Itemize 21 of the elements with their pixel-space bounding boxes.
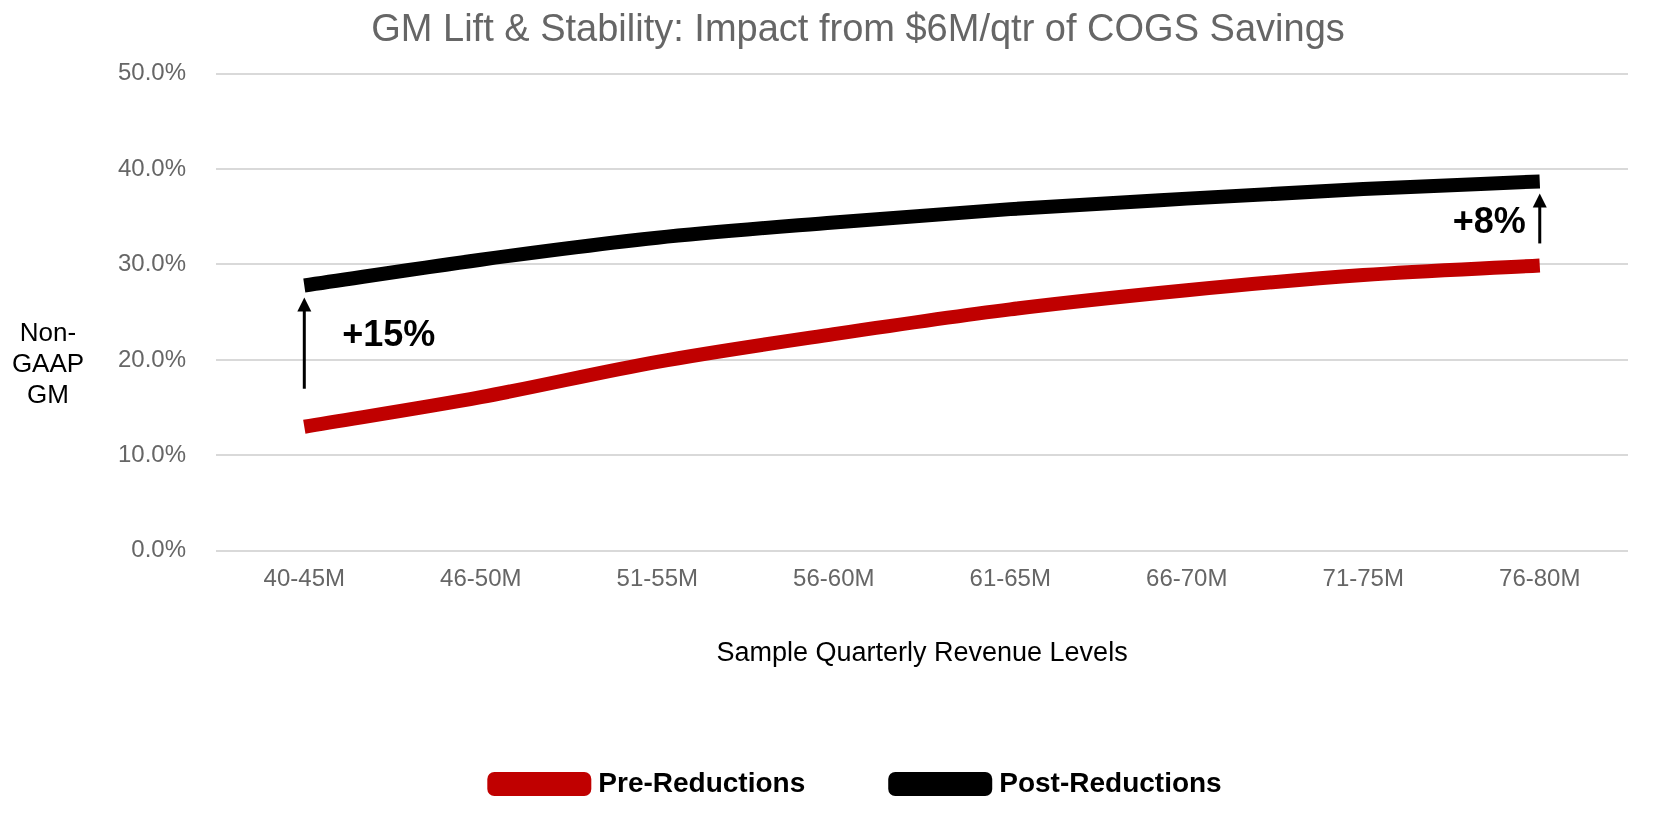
y-tick-label: 30.0%: [117, 249, 187, 277]
x-tick-label: 46-50M: [440, 563, 522, 591]
y-tick-label: 10.0%: [117, 439, 187, 467]
x-tick-label: 56-60M: [793, 563, 875, 591]
x-tick-label: 76-80M: [1499, 563, 1581, 591]
x-tick-label: 40-45M: [263, 563, 345, 591]
x-tick-label: 51-55M: [616, 563, 698, 591]
annotation: +8%: [1452, 200, 1526, 242]
y-tick-label: 0.0%: [131, 535, 187, 563]
y-tick-label: 20.0%: [117, 344, 187, 372]
x-tick-label: 61-65M: [969, 563, 1051, 591]
x-tick-label: 71-75M: [1322, 563, 1404, 591]
legend-label: Pre-Reductions: [598, 766, 806, 798]
y-tick-label: 40.0%: [117, 153, 187, 181]
y-axis-title: Non-GAAP GM: [10, 316, 86, 410]
x-tick-label: 66-70M: [1146, 563, 1228, 591]
legend-label: Post-Reductions: [999, 766, 1222, 798]
annotation: +15%: [342, 313, 436, 355]
chart-title: GM Lift & Stability: Impact from $6M/qtr of COGS Savings: [371, 7, 1345, 50]
y-tick-label: 50.0%: [117, 58, 187, 86]
x-axis-title: Sample Quarterly Revenue Levels: [716, 637, 1128, 668]
